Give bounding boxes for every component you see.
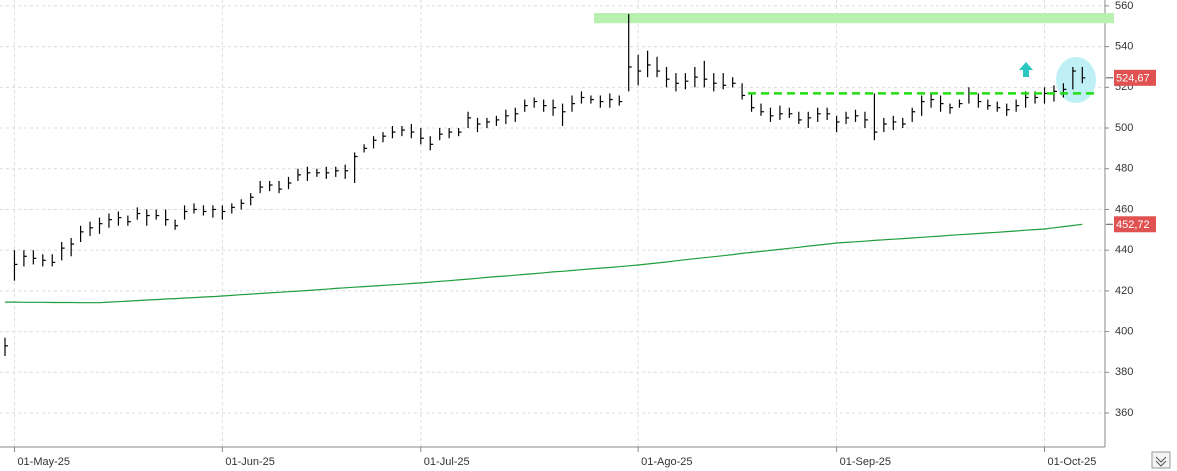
up-arrow [1019,62,1033,77]
x-tick-label: 01-Jun-25 [225,456,275,468]
price-label: 524,67 [1116,73,1150,85]
y-tick-label: 380 [1115,366,1133,378]
x-tick-label: 01-Ago-25 [641,456,692,468]
y-tick-label: 540 [1115,41,1133,53]
price-label-box [1114,69,1156,86]
price-label: 452,72 [1116,219,1150,231]
y-tick-label: 440 [1115,244,1133,256]
y-tick-label: 560 [1115,0,1133,12]
y-tick-label: 500 [1115,122,1133,134]
y-tick-label: 400 [1115,325,1133,337]
x-tick-label: 01-Sep-25 [840,456,891,468]
highlight-ellipse [1056,57,1096,103]
y-tick-label: 460 [1115,203,1133,215]
scroll-icon [1155,456,1167,467]
y-tick-label: 480 [1115,163,1133,175]
x-tick-label: 01-May-25 [17,456,70,468]
x-tick-label: 01-Oct-25 [1048,456,1097,468]
price-label-box [1114,216,1156,233]
y-tick-label: 360 [1115,407,1133,419]
x-tick-label: 01-Jul-25 [424,456,470,468]
average-line [5,223,1083,304]
scroll-button[interactable] [1151,451,1171,469]
y-tick-label: 420 [1115,285,1133,297]
resistance-zone [594,13,1114,24]
